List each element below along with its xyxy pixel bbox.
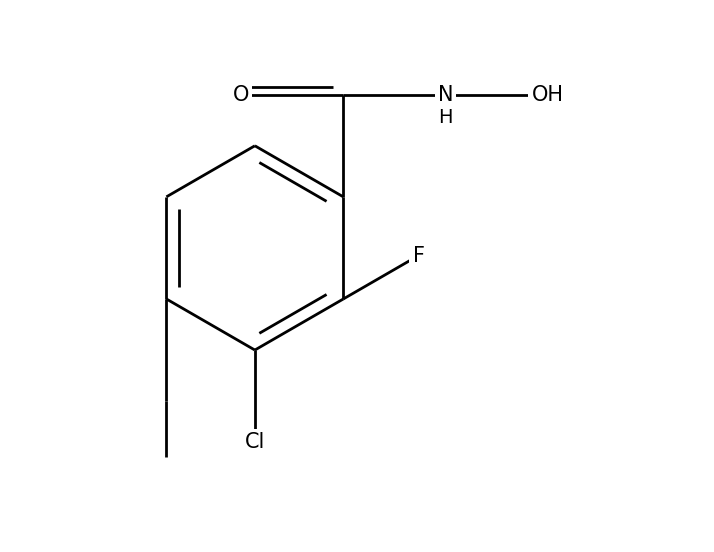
Text: H: H	[438, 108, 453, 126]
Text: Cl: Cl	[245, 432, 265, 452]
Text: F: F	[413, 246, 425, 266]
Text: OH: OH	[532, 84, 563, 105]
Text: N: N	[438, 84, 453, 105]
Text: O: O	[233, 84, 249, 105]
